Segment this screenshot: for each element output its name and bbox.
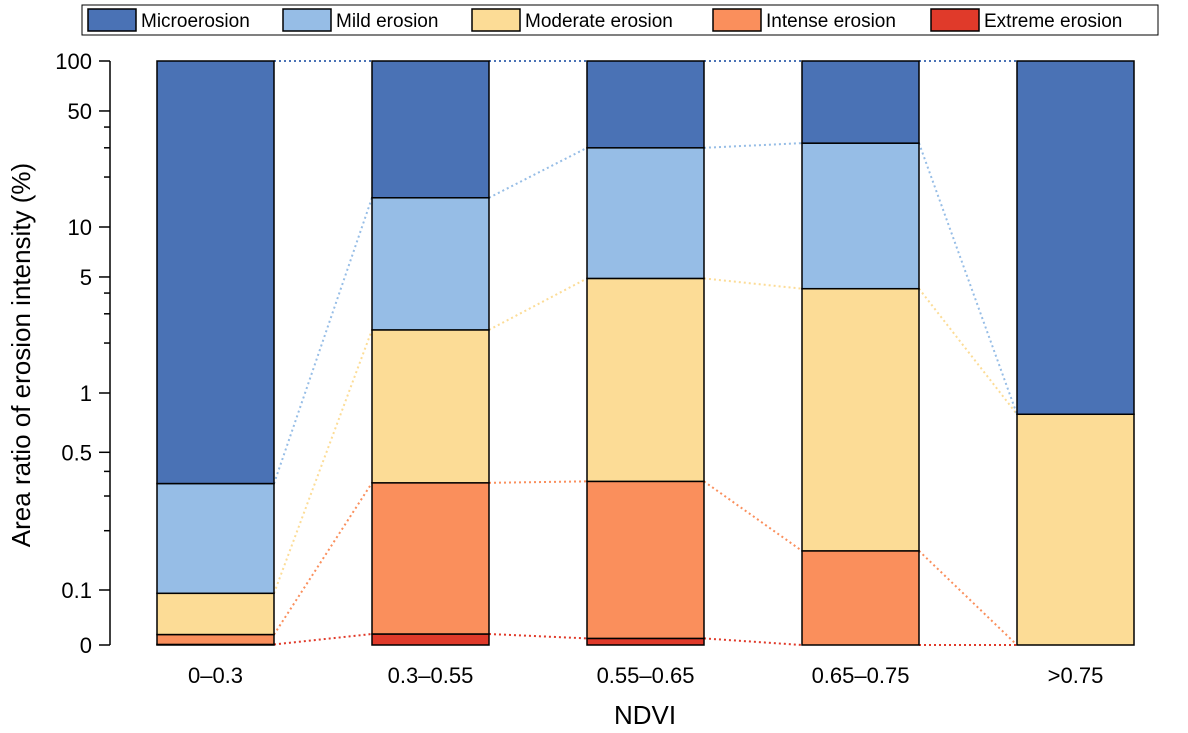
bar-segment-intense-erosion bbox=[371, 482, 490, 635]
bar-segment-microerosion bbox=[801, 60, 920, 144]
connector-intense-erosion bbox=[918, 550, 1018, 646]
connector-extreme-erosion bbox=[488, 633, 588, 640]
connector-mild-erosion bbox=[918, 142, 1018, 415]
bar-segment-mild-erosion bbox=[586, 147, 705, 280]
bar-segment-mild-erosion bbox=[371, 197, 490, 331]
y-tick-label: 1 bbox=[80, 381, 92, 406]
legend-label: Extreme erosion bbox=[984, 11, 1122, 32]
legend-label: Mild erosion bbox=[336, 11, 438, 32]
y-tick-label: 0.5 bbox=[61, 440, 92, 465]
y-tick-label: 0 bbox=[80, 633, 92, 658]
connector-mild-erosion bbox=[273, 197, 373, 484]
y-tick-label: 10 bbox=[68, 215, 92, 240]
connector-moderate-erosion bbox=[488, 277, 588, 331]
connector-intense-erosion bbox=[488, 480, 588, 484]
bar-segment-microerosion bbox=[156, 60, 275, 485]
y-tick-label: 100 bbox=[55, 49, 92, 74]
legend-swatch-microerosion bbox=[87, 8, 137, 32]
bar-segment-extreme-erosion bbox=[586, 637, 705, 646]
y-axis-title: Area ratio of erosion intensity (%) bbox=[6, 163, 36, 547]
legend-label: Microerosion bbox=[141, 11, 250, 32]
connector-lines bbox=[273, 60, 1018, 646]
y-tick-label: 0.1 bbox=[61, 578, 92, 603]
y-tick-label: 50 bbox=[68, 99, 92, 124]
bar-segment-microerosion bbox=[371, 60, 490, 199]
bar-segment-moderate-erosion bbox=[801, 287, 920, 552]
bar-segment-microerosion bbox=[586, 60, 705, 149]
legend-label: Moderate erosion bbox=[525, 11, 673, 32]
connector-mild-erosion bbox=[488, 146, 588, 199]
bar-segment-moderate-erosion bbox=[156, 592, 275, 636]
x-category-label: >0.75 bbox=[1048, 663, 1104, 688]
bar-segment-intense-erosion bbox=[801, 550, 920, 646]
y-axis: 0 0.1 0.5 1 5 10 50 100 bbox=[55, 49, 111, 658]
bar-segment-moderate-erosion bbox=[371, 329, 490, 484]
bar-segment-mild-erosion bbox=[156, 482, 275, 595]
bar-segment-moderate-erosion bbox=[586, 277, 705, 483]
y-tick-label: 5 bbox=[80, 265, 92, 290]
legend-swatch-mild-erosion bbox=[282, 8, 332, 32]
bar-segment-intense-erosion bbox=[586, 480, 705, 640]
bars-group bbox=[156, 60, 1135, 646]
legend-swatch-moderate-erosion bbox=[471, 8, 521, 32]
legend-label: Intense erosion bbox=[766, 11, 896, 32]
x-category-label: 0.3–0.55 bbox=[388, 663, 474, 688]
x-axis-title: NDVI bbox=[614, 700, 676, 730]
x-category-label: 0.65–0.75 bbox=[812, 663, 910, 688]
x-axis-categories: 0–0.3 0.3–0.55 0.55–0.65 0.65–0.75 >0.75 bbox=[188, 663, 1103, 688]
x-category-label: 0–0.3 bbox=[188, 663, 243, 688]
connector-mild-erosion bbox=[703, 142, 803, 149]
legend: Microerosion Mild erosion Moderate erosion… bbox=[81, 4, 1159, 36]
connector-extreme-erosion bbox=[703, 637, 803, 646]
connector-extreme-erosion bbox=[273, 633, 373, 646]
bar-segment-moderate-erosion bbox=[1016, 413, 1135, 646]
legend-swatch-extreme-erosion bbox=[930, 8, 980, 32]
bar-segment-intense-erosion bbox=[156, 633, 275, 646]
bar-segment-microerosion bbox=[1016, 60, 1135, 416]
legend-swatch-intense-erosion bbox=[712, 8, 762, 32]
x-category-label: 0.55–0.65 bbox=[597, 663, 695, 688]
bar-segment-mild-erosion bbox=[801, 142, 920, 290]
connector-intense-erosion bbox=[273, 482, 373, 636]
connector-moderate-erosion bbox=[918, 288, 1018, 415]
connector-moderate-erosion bbox=[273, 329, 373, 594]
connector-moderate-erosion bbox=[703, 277, 803, 290]
bar-segment-extreme-erosion bbox=[371, 633, 490, 646]
connector-intense-erosion bbox=[703, 480, 803, 552]
